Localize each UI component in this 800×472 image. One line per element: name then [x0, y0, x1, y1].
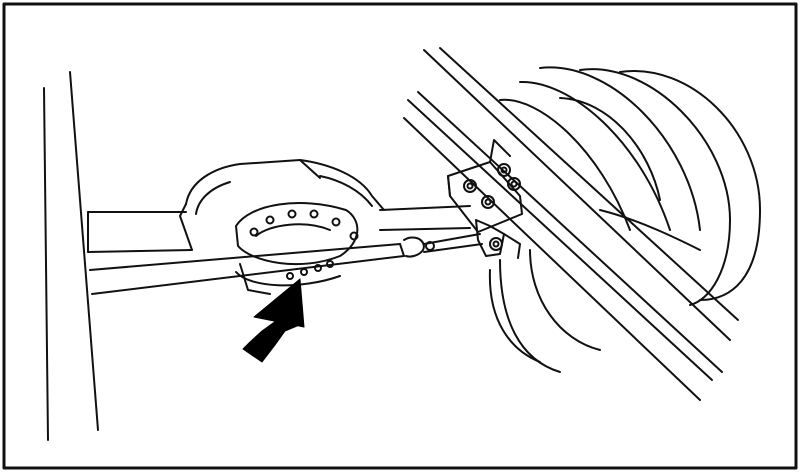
bracket-bolt [497, 163, 511, 177]
frame-rail-right [403, 47, 739, 401]
mounting-bracket [447, 139, 523, 259]
arrow-icon [242, 278, 305, 363]
wheel-tire [488, 66, 761, 373]
frame-rail-left [43, 71, 99, 441]
differential-housing [179, 159, 385, 295]
bracket-bolt [463, 179, 477, 193]
axle-housing [87, 205, 471, 253]
bracket-bolt [481, 195, 495, 209]
lateral-rod [89, 233, 483, 295]
bracket-bolt [507, 177, 521, 191]
